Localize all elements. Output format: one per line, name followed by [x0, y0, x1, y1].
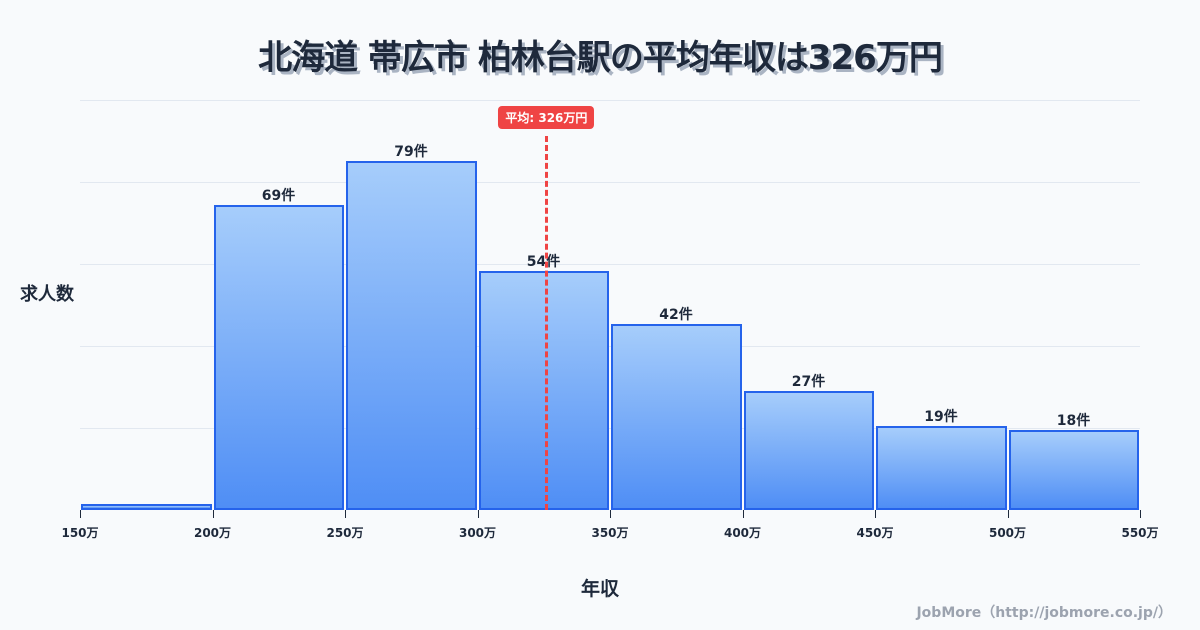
gridline [80, 428, 1140, 429]
x-tick-label: 350万 [591, 526, 629, 540]
bar-value-label: 69件 [261, 188, 296, 205]
histogram-bar [81, 504, 212, 510]
bar-value-label: 79件 [394, 143, 428, 160]
x-tick-label: 250万 [326, 526, 364, 540]
x-tick [345, 510, 346, 518]
x-tick [875, 510, 876, 518]
histogram-bar [213, 205, 344, 510]
bar-value-label: 18件 [1056, 413, 1091, 430]
bar-value-label: 19件 [924, 409, 958, 426]
histogram-bar [611, 324, 742, 510]
histogram-bar [478, 271, 609, 510]
average-line [545, 136, 549, 510]
x-tick-label: 450万 [856, 526, 894, 540]
x-tick [212, 510, 214, 518]
bar-value-label: 42件 [659, 307, 693, 324]
x-tick-label: 300万 [458, 526, 497, 540]
x-tick-label: 500万 [988, 526, 1027, 540]
histogram-bar [346, 160, 477, 510]
x-tick [742, 510, 744, 518]
x-tick [610, 510, 611, 518]
source-credit: JobMore（http://jobmore.co.jp/） [916, 605, 1172, 621]
y-axis-label: 求人数 [20, 284, 74, 305]
x-tick-label: 150万 [61, 526, 99, 540]
histogram-bar [743, 390, 874, 510]
bar-value-label: 54件 [526, 254, 561, 271]
x-tick-label: 400万 [723, 526, 762, 540]
x-tick-label: 550万 [1121, 526, 1159, 540]
chart-title: 北海道 帯広市 柏林台駅の平均年収は326万円 [258, 38, 943, 78]
x-tick [80, 510, 81, 518]
gridline [80, 182, 1140, 183]
x-axis-label: 年収 [580, 578, 619, 600]
gridline [80, 264, 1140, 265]
gridline [80, 100, 1140, 101]
histogram-plot: 69件 79件 54件 42件 27件 19件 18件 平均: 326万円 150万 200万… [61, 100, 1159, 540]
bar-value-label: 27件 [791, 373, 826, 390]
x-tick [477, 510, 479, 518]
x-tick [1140, 510, 1141, 518]
x-tick [1007, 510, 1009, 518]
histogram-bar [876, 426, 1007, 510]
x-tick-label: 200万 [193, 526, 232, 540]
average-badge: 平均: 326万円 [498, 106, 595, 129]
histogram-bar [1008, 430, 1139, 510]
gridline [80, 346, 1140, 347]
